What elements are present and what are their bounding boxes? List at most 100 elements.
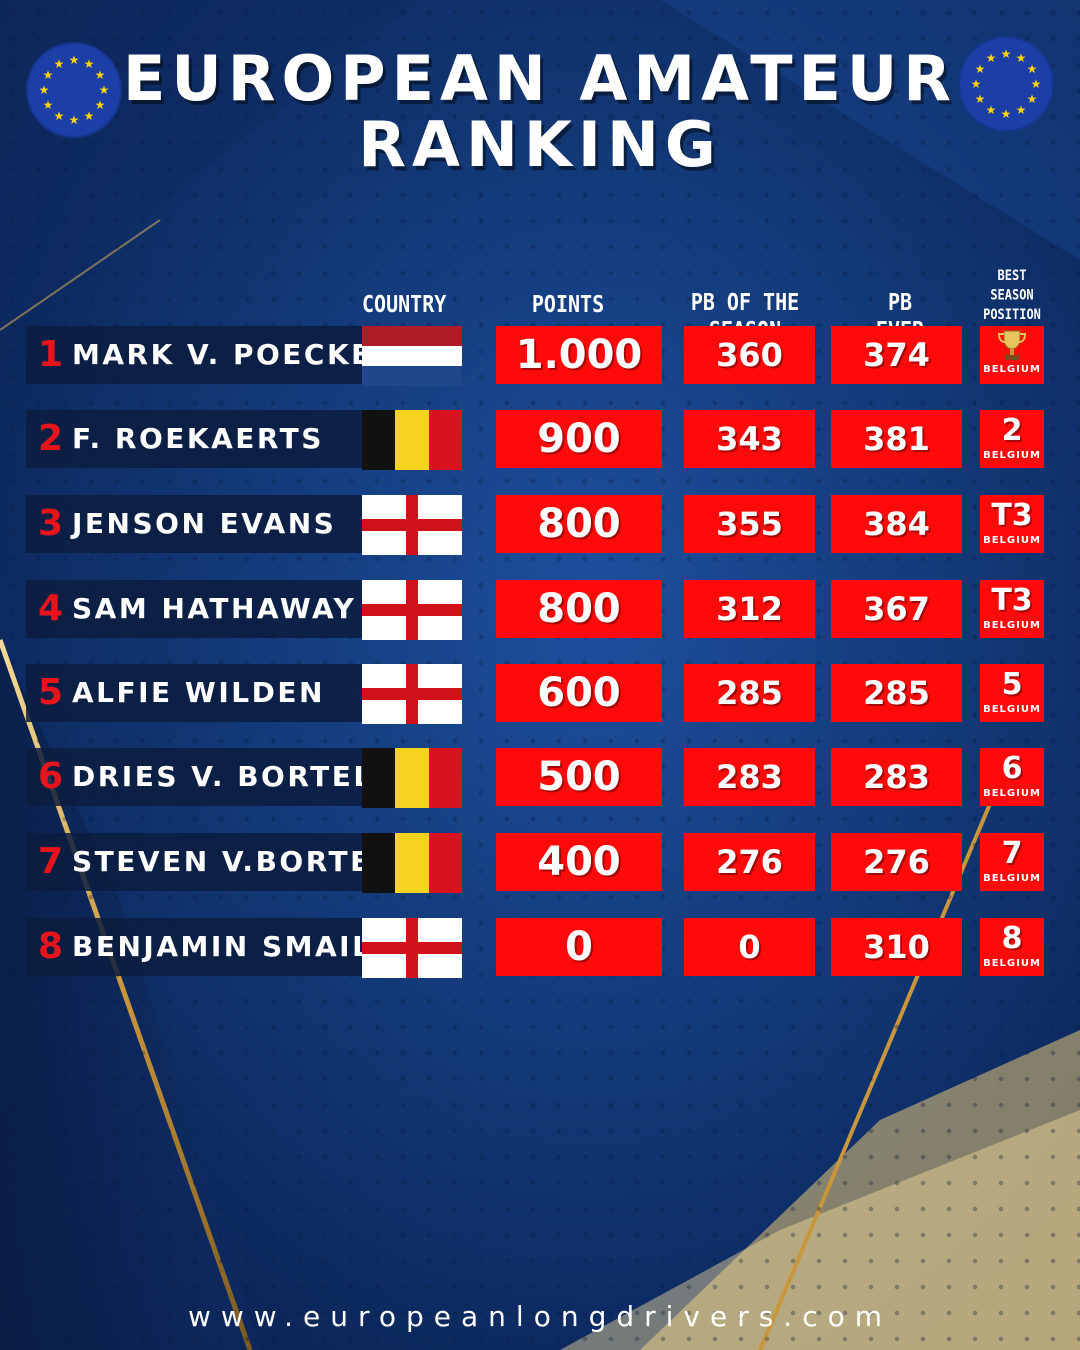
star-icon: ★	[1015, 102, 1027, 117]
rank-number: 4	[38, 588, 64, 629]
star-icon: ★	[42, 98, 54, 112]
england-flag-icon	[362, 664, 462, 724]
best-season-position-cell: 6 BELGIUM	[980, 748, 1044, 806]
player-name: BENJAMIN SMAIL	[72, 930, 373, 963]
star-icon: ★	[974, 92, 986, 106]
player-name-box: 8 BENJAMIN SMAIL	[26, 918, 370, 976]
header-points: POINTS	[531, 290, 605, 318]
best-position-value: T3	[991, 498, 1033, 533]
star-icon: ★	[38, 83, 50, 97]
table-row: 7 STEVEN V.BORTEL 400 276 276 7 BELGIUM	[0, 833, 1080, 893]
rank-number: 3	[38, 503, 64, 544]
website-url[interactable]: www.europeanlongdrivers.com	[187, 1300, 893, 1333]
best-position-country: BELGIUM	[983, 873, 1041, 884]
header-best-line-3: POSITION	[983, 306, 1041, 323]
points-cell: 800	[496, 580, 662, 638]
table-row: 1 MARK V. POECKE 1.000 360 374 BELGIUM	[0, 326, 1080, 386]
star-icon: ★	[68, 113, 80, 127]
points-cell: 1.000	[496, 326, 662, 384]
player-name: SAM HATHAWAY	[72, 592, 357, 625]
star-icon: ★	[970, 77, 982, 91]
best-season-position-cell: T3 BELGIUM	[980, 495, 1044, 553]
star-icon: ★	[53, 108, 65, 123]
star-icon: ★	[83, 108, 95, 123]
player-name-box: 7 STEVEN V.BORTEL	[26, 833, 390, 891]
rank-number: 5	[38, 672, 64, 713]
table-row: 3 JENSON EVANS 800 355 384 T3 BELGIUM	[0, 495, 1080, 555]
rank-number: 1	[38, 334, 64, 375]
best-position-country: BELGIUM	[983, 704, 1041, 715]
belgium-flag-icon	[362, 833, 462, 893]
points-cell: 600	[496, 664, 662, 722]
best-season-position-cell: T3 BELGIUM	[980, 580, 1044, 638]
belgium-flag-icon	[362, 748, 462, 808]
star-icon: ★	[1000, 47, 1012, 61]
player-name: MARK V. POECKE	[72, 338, 373, 371]
pb-ever-cell: 285	[831, 664, 962, 722]
england-flag-icon	[362, 495, 462, 555]
belgium-flag-icon	[362, 410, 462, 470]
best-position-value: 7	[1001, 836, 1023, 871]
player-name-box: 2 F. ROEKAERTS	[26, 410, 362, 468]
points-cell: 800	[496, 495, 662, 553]
table-row: 6 DRIES V. BORTEL 500 283 283 6 BELGIUM	[0, 748, 1080, 808]
netherlands-flag-icon	[362, 326, 462, 386]
pb-season-cell: 0	[684, 918, 815, 976]
pb-season-cell: 355	[684, 495, 815, 553]
best-position-country: BELGIUM	[983, 364, 1041, 375]
header-country: COUNTRY	[362, 290, 447, 318]
pb-season-cell: 283	[684, 748, 815, 806]
best-position-value: T3	[991, 583, 1033, 618]
player-name: F. ROEKAERTS	[72, 422, 324, 455]
title-line-1: EUROPEAN AMATEUR	[123, 42, 957, 115]
best-season-position-cell: 8 BELGIUM	[980, 918, 1044, 976]
star-icon: ★	[98, 83, 110, 97]
player-name: JENSON EVANS	[72, 507, 337, 540]
england-flag-icon	[362, 580, 462, 640]
trophy-icon	[997, 328, 1027, 364]
pb-season-cell: 312	[684, 580, 815, 638]
best-position-country: BELGIUM	[983, 450, 1041, 461]
header-best-season-position: BEST SEASON POSITION	[976, 266, 1048, 325]
star-icon: ★	[974, 62, 986, 76]
star-icon: ★	[985, 51, 997, 66]
star-icon: ★	[53, 57, 65, 72]
best-position-value: 6	[1001, 751, 1023, 786]
best-position-country: BELGIUM	[983, 535, 1041, 546]
pb-ever-cell: 283	[831, 748, 962, 806]
header-best-line-1: BEST	[997, 267, 1027, 284]
best-position-value: 2	[1001, 413, 1023, 448]
points-cell: 0	[496, 918, 662, 976]
pb-ever-cell: 367	[831, 580, 962, 638]
england-flag-icon	[362, 918, 462, 978]
pb-ever-cell: 374	[831, 326, 962, 384]
rank-number: 6	[38, 756, 64, 797]
best-position-value: 8	[1001, 921, 1023, 956]
eu-flag-right-icon: ★ ★ ★ ★ ★ ★ ★ ★ ★ ★ ★ ★	[958, 36, 1054, 132]
star-icon: ★	[1015, 51, 1027, 66]
player-name: DRIES V. BORTEL	[72, 760, 374, 793]
star-icon: ★	[42, 68, 54, 82]
player-name: STEVEN V.BORTEL	[72, 845, 393, 878]
star-icon: ★	[83, 57, 95, 72]
player-name: ALFIE WILDEN	[72, 676, 325, 709]
rank-number: 7	[38, 841, 64, 882]
best-season-position-cell: 5 BELGIUM	[980, 664, 1044, 722]
pb-ever-cell: 384	[831, 495, 962, 553]
pb-ever-cell: 310	[831, 918, 962, 976]
star-icon: ★	[68, 53, 80, 67]
best-season-position-cell: 7 BELGIUM	[980, 833, 1044, 891]
rank-number: 8	[38, 926, 64, 967]
table-row: 5 ALFIE WILDEN 600 285 285 5 BELGIUM	[0, 664, 1080, 724]
pb-season-cell: 276	[684, 833, 815, 891]
star-icon: ★	[1026, 62, 1038, 76]
best-season-position-cell: 2 BELGIUM	[980, 410, 1044, 468]
star-icon: ★	[94, 68, 106, 82]
rank-number: 2	[38, 418, 64, 459]
points-cell: 500	[496, 748, 662, 806]
pb-season-cell: 360	[684, 326, 815, 384]
star-icon: ★	[985, 102, 997, 117]
points-cell: 900	[496, 410, 662, 468]
star-icon: ★	[1000, 107, 1012, 121]
star-icon: ★	[1030, 77, 1042, 91]
